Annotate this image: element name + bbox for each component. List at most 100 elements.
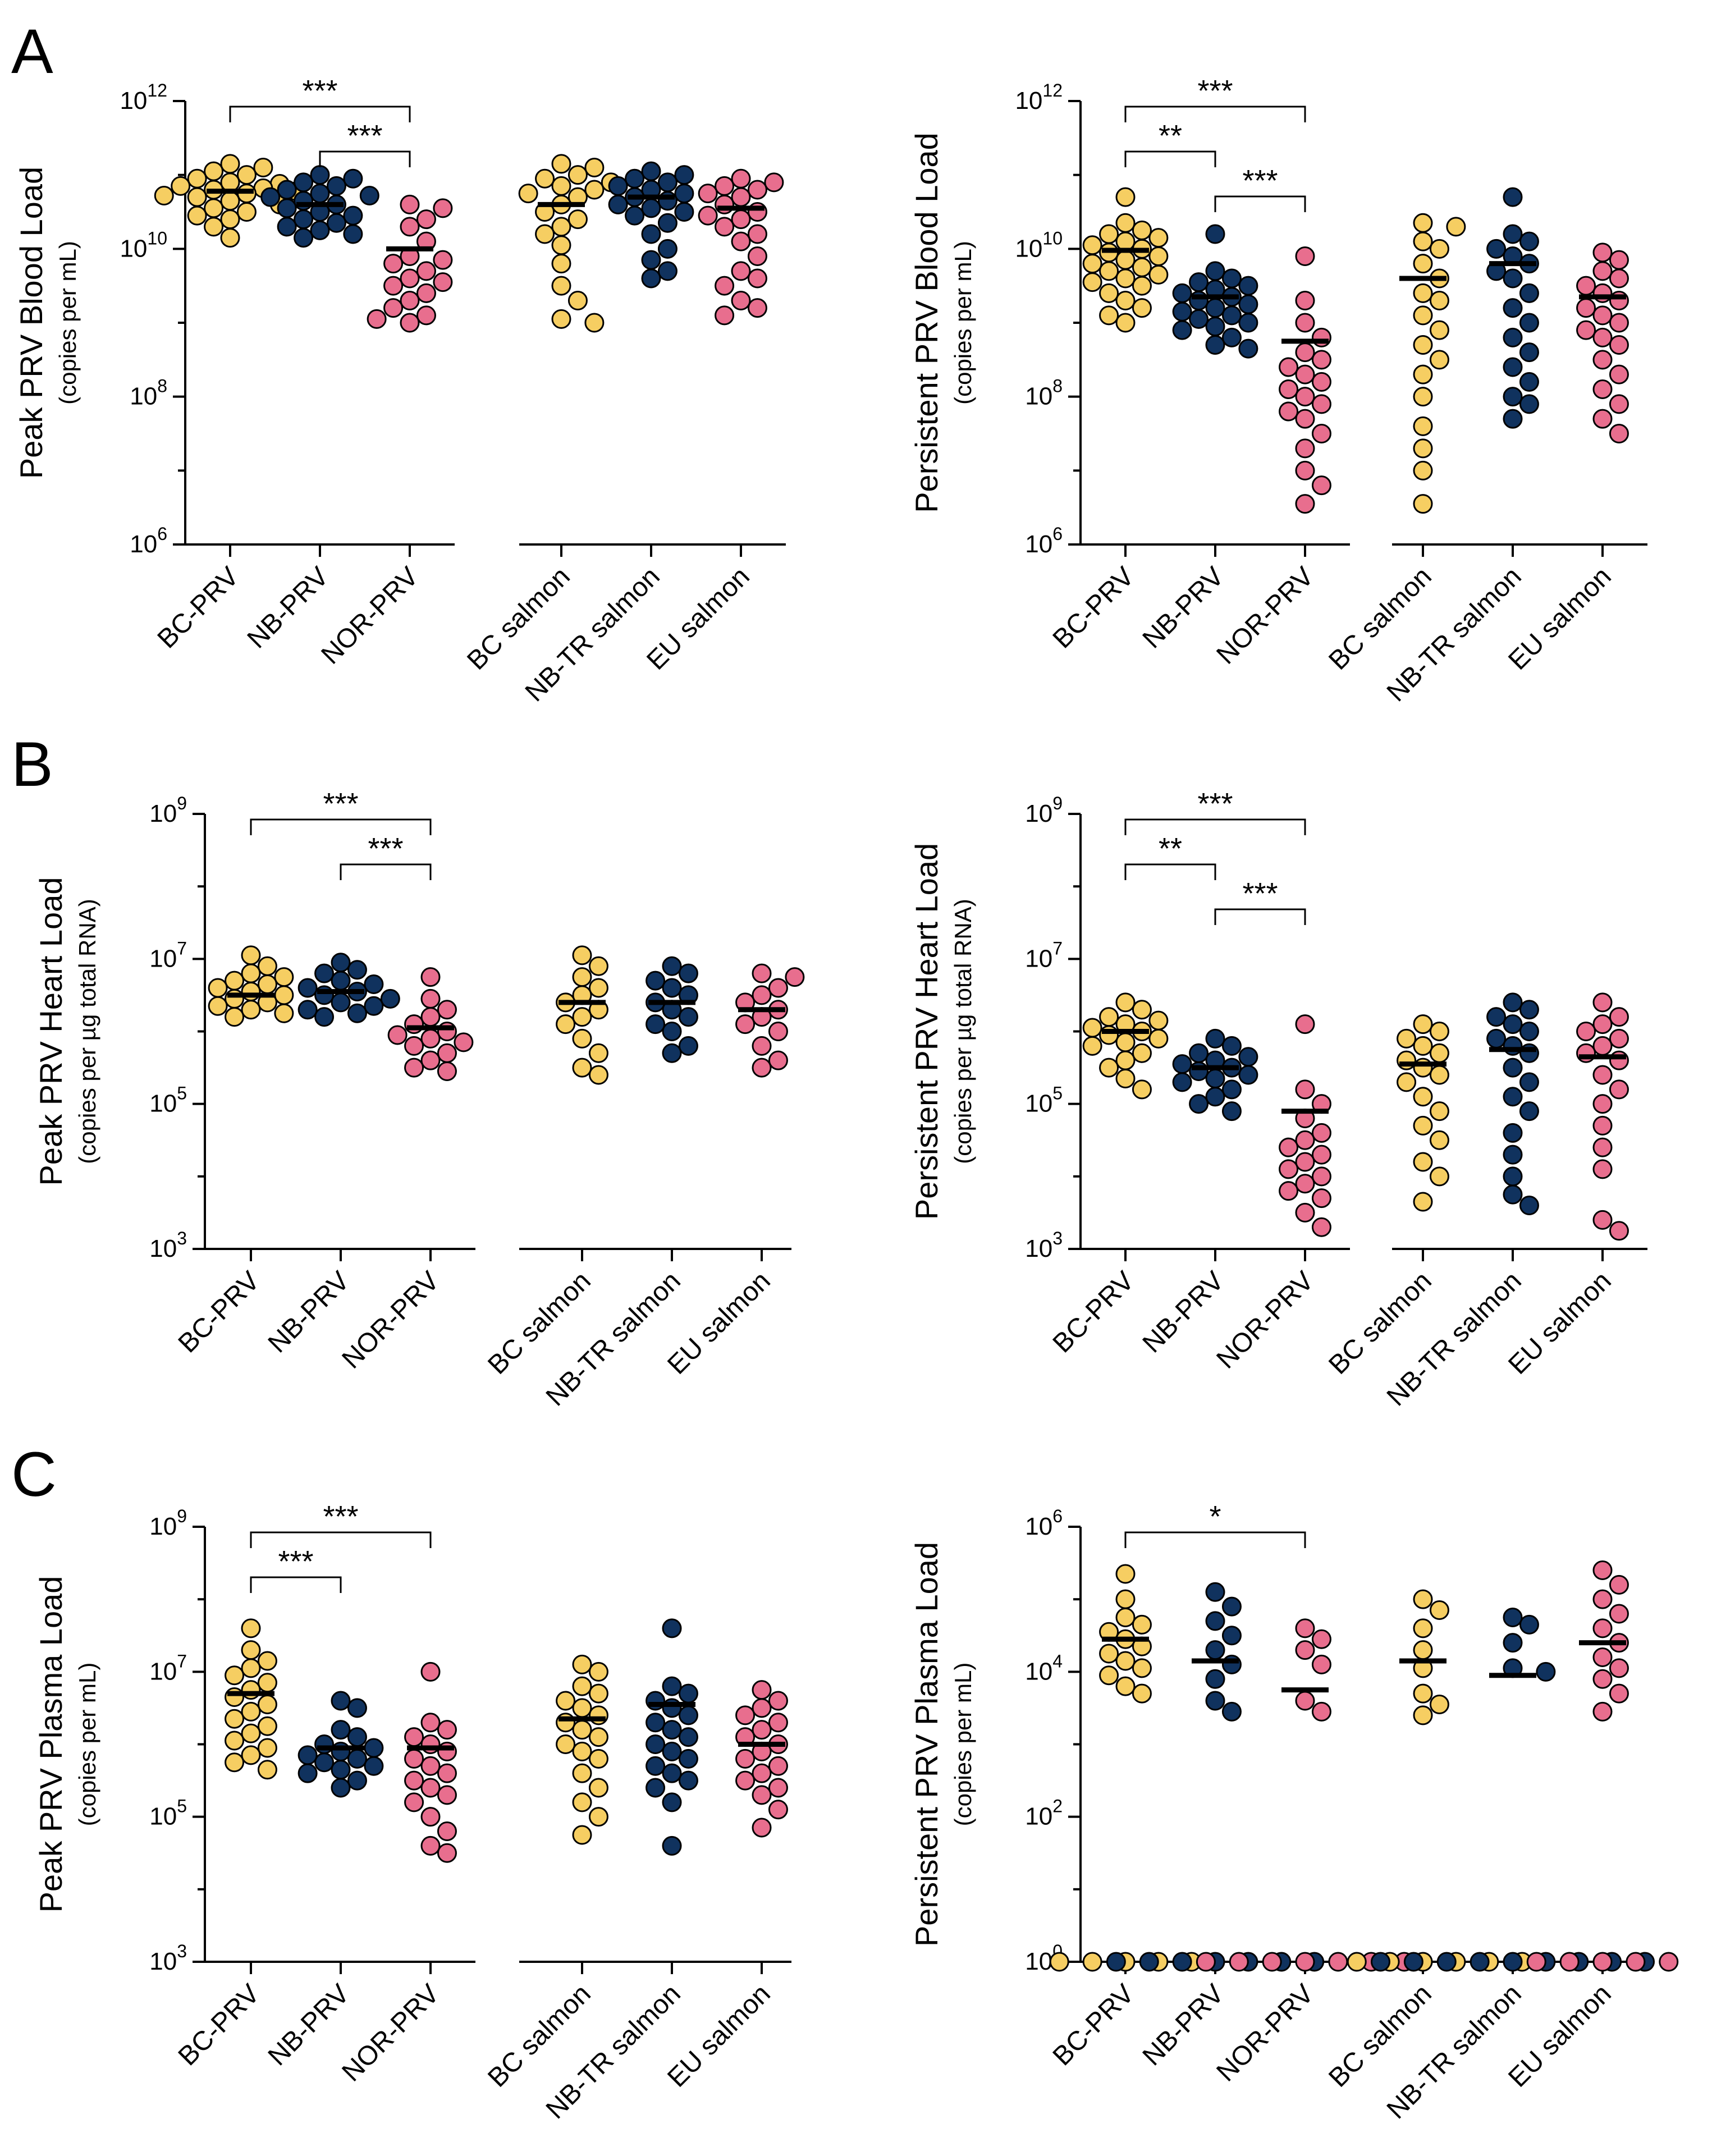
data-point [662,956,682,976]
data-point [1295,1079,1315,1100]
data-point [241,1680,261,1700]
x-category-label: NOR-PRV [1211,561,1319,670]
data-point [572,1676,592,1696]
data-point [556,1691,576,1711]
data-point [359,186,379,206]
data-point [225,1007,245,1027]
data-point [1221,1654,1242,1674]
data-point [1115,1651,1136,1671]
data-point [1429,1065,1449,1085]
data-point [1311,1145,1331,1165]
data-point [731,231,751,251]
data-point [326,213,346,233]
y-axis-label: Peak PRV Heart Load [33,877,68,1186]
significance-bracket [1214,195,1306,212]
data-point [1429,1600,1449,1621]
data-point [1328,1952,1348,1972]
data-point [1519,1614,1539,1635]
data-point [1221,1101,1242,1122]
data-point [1205,1028,1225,1049]
data-point [1519,342,1539,363]
chart-b2: 103 105 107 109 Persistent PRV Heart Load (co… [909,787,1647,1412]
data-point [641,161,661,181]
data-point [678,1705,698,1725]
data-point [433,272,453,292]
data-point [1576,1022,1596,1041]
data-point [1503,298,1523,318]
y-tick-label: 104 [1025,1651,1063,1685]
data-point [1429,1130,1449,1150]
data-point [1559,1952,1580,1972]
data-point [400,313,420,333]
x-category-label: BC-PRV [173,1979,266,2071]
data-point [1311,1654,1331,1674]
data-point [735,1770,756,1791]
data-point [437,1720,457,1740]
data-point [310,184,330,204]
data-point [420,1713,441,1733]
data-point [1486,239,1507,259]
data-point [241,945,261,965]
data-point [437,1061,457,1082]
data-point [1132,298,1152,318]
data-point [364,974,384,995]
x-category-label: BC-PRV [1047,561,1140,654]
significance-label: *** [278,1545,313,1578]
data-point [1099,305,1119,326]
data-point [625,205,645,226]
data-point [747,202,767,222]
data-point [1205,298,1225,318]
data-point [208,978,228,998]
data-point [364,1738,384,1758]
data-point [241,981,261,1001]
data-point [1115,1607,1136,1627]
data-point [314,1007,335,1027]
data-point [715,305,735,326]
data-point [1609,394,1629,414]
data-point [416,209,436,230]
data-point [1205,317,1225,337]
data-point [646,1691,666,1711]
data-point [646,971,666,991]
data-point [1429,1166,1449,1187]
data-point [662,978,682,998]
data-point [225,1709,245,1729]
data-point [752,1785,772,1805]
data-point [1609,424,1629,443]
data-point [674,184,694,204]
y-tick-label: 108 [130,376,167,410]
data-point [1295,1152,1315,1172]
data-point [1413,231,1433,251]
data-point [1592,1560,1613,1580]
data-point [420,1050,441,1070]
y-axis-sublabel: (copies per µg total RNA) [74,899,100,1164]
y-tick-label: 1010 [1015,228,1063,262]
data-point [1592,327,1613,347]
y-tick-label: 103 [149,1228,187,1262]
y-axis-sublabel: (copies per mL) [950,241,976,405]
data-point [1592,1669,1613,1689]
data-point [220,191,240,211]
data-point [768,978,788,998]
y-tick-label: 109 [149,793,187,827]
data-point [1429,1694,1449,1714]
data-point [1519,372,1539,392]
data-point [1429,1101,1449,1122]
data-point [1115,1564,1136,1584]
data-point [1503,387,1523,407]
data-point [1609,250,1629,270]
x-category-label: BC-PRV [173,1266,266,1358]
data-point [220,228,240,248]
significance-bracket [1124,1531,1306,1548]
data-point [404,1748,424,1769]
data-point [1576,298,1596,318]
data-point [331,1741,351,1761]
data-point [1592,1701,1613,1722]
data-point [1132,1000,1152,1020]
data-point [220,154,240,174]
data-point [437,1022,457,1041]
data-point [364,996,384,1016]
data-point [241,1640,261,1660]
data-point [1196,1952,1216,1972]
data-point [1347,1952,1367,1972]
